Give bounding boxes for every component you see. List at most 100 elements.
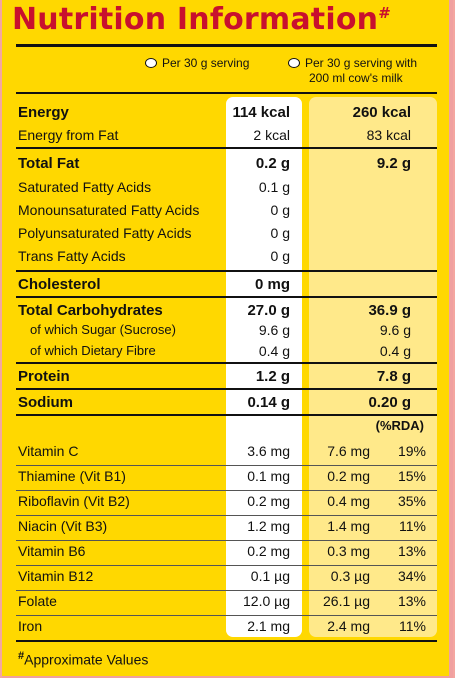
- vitamin-label: Niacin (Vit B3): [18, 518, 108, 534]
- nutrient-row-energy-from-fat: Energy from Fat 2 kcal 83 kcal: [2, 124, 451, 146]
- rda-percent: 35%: [397, 493, 426, 509]
- circle-icon: [288, 58, 300, 68]
- circle-icon: [145, 58, 157, 68]
- vitamin-label: Vitamin B12: [18, 568, 94, 584]
- vitamin-row-vitamin-c: Vitamin C 3.6 mg 7.6 mg 19%: [2, 440, 451, 462]
- nutrient-label: Saturated Fatty Acids: [18, 179, 152, 195]
- row-divider: [16, 540, 437, 541]
- row-divider: [16, 590, 437, 591]
- vitamin-label: Vitamin C: [18, 443, 79, 459]
- rda-header: (%RDA): [375, 418, 424, 433]
- serving-value: 1.2 g: [255, 368, 290, 385]
- row-divider: [16, 640, 437, 642]
- serving-with-milk-value: 7.6 mg: [327, 443, 370, 459]
- nutrient-row-saturated-fatty-acids: Saturated Fatty Acids 0.1 g: [2, 176, 451, 198]
- vitamin-label: Riboflavin (Vit B2): [18, 493, 130, 509]
- nutrient-row-total-fat: Total Fat 0.2 g 9.2 g: [2, 152, 451, 174]
- nutrient-label: Energy: [18, 104, 69, 121]
- nutrient-row-energy: Energy 114 kcal 260 kcal: [2, 101, 451, 123]
- row-divider: [16, 565, 437, 566]
- column-header-serving: Per 30 g serving: [145, 56, 249, 71]
- nutrient-label: Trans Fatty Acids: [18, 248, 126, 264]
- vitamin-label: Vitamin B6: [18, 543, 86, 559]
- nutrient-label: of which Dietary Fibre: [30, 343, 156, 358]
- serving-value: 0.2 mg: [247, 543, 290, 559]
- serving-value: 0 g: [270, 248, 290, 264]
- rda-percent: 11%: [399, 618, 426, 634]
- serving-value: 27.0 g: [247, 302, 290, 319]
- serving-value: 0.1 g: [258, 179, 290, 195]
- nutrient-row-monounsaturated-fatty-acids: Monounsaturated Fatty Acids 0 g: [2, 199, 451, 221]
- row-divider: [16, 147, 437, 149]
- page-title: Nutrition Information#: [12, 2, 391, 37]
- vitamin-row-vitamin-b6: Vitamin B6 0.2 mg 0.3 mg 13%: [2, 540, 451, 562]
- row-divider: [16, 615, 437, 616]
- nutrient-label: Monounsaturated Fatty Acids: [18, 202, 200, 218]
- vitamin-label: Thiamine (Vit B1): [18, 468, 126, 484]
- serving-with-milk-value: 26.1 µg: [323, 593, 370, 609]
- row-divider: [16, 270, 437, 272]
- vitamin-row-iron: Iron 2.1 mg 2.4 mg 11%: [2, 615, 451, 637]
- serving-value: 0.2 g: [255, 155, 290, 172]
- nutrient-label: Energy from Fat: [18, 127, 119, 143]
- serving-with-milk-value: 2.4 mg: [327, 618, 370, 634]
- rda-percent: 11%: [399, 518, 426, 534]
- vitamin-row-riboflavin-vit-b2: Riboflavin (Vit B2) 0.2 mg 0.4 mg 35%: [2, 490, 451, 512]
- serving-value: 0.1 µg: [250, 568, 290, 584]
- rda-percent: 13%: [397, 543, 426, 559]
- vitamin-row-folate: Folate 12.0 µg 26.1 µg 13%: [2, 590, 451, 612]
- footnote: #Approximate Values: [18, 650, 149, 668]
- column-header-serving-with-milk: Per 30 g serving with 200 ml cow's milk: [288, 56, 417, 86]
- vitamin-row-niacin-vit-b3: Niacin (Vit B3) 1.2 mg 1.4 mg 11%: [2, 515, 451, 537]
- serving-value: 2 kcal: [253, 127, 290, 143]
- rda-percent: 19%: [397, 443, 426, 459]
- row-divider: [16, 362, 437, 364]
- title-rule: [16, 44, 437, 47]
- serving-value: 0 mg: [254, 276, 290, 293]
- serving-with-milk-value: 83 kcal: [366, 127, 411, 143]
- serving-value: 12.0 µg: [243, 593, 290, 609]
- nutrient-row-of-which-sugar-sucrose: of which Sugar (Sucrose) 9.6 g 9.6 g: [2, 319, 451, 341]
- header-rule: [16, 92, 437, 94]
- nutrient-label: Sodium: [18, 394, 73, 411]
- serving-with-milk-value: 260 kcal: [352, 104, 411, 121]
- serving-value: 0.2 mg: [247, 493, 290, 509]
- serving-with-milk-value: 0.2 mg: [327, 468, 370, 484]
- nutrient-label: Total Fat: [18, 155, 80, 172]
- serving-with-milk-value: 0.20 g: [368, 394, 411, 411]
- row-divider: [16, 465, 437, 466]
- row-divider: [16, 414, 437, 416]
- serving-value: 0 g: [270, 225, 290, 241]
- nutrient-row-total-carbohydrates: Total Carbohydrates 27.0 g 36.9 g: [2, 299, 451, 321]
- serving-value: 0.1 mg: [247, 468, 290, 484]
- nutrient-label: Polyunsaturated Fatty Acids: [18, 225, 192, 241]
- serving-value: 0.14 g: [247, 394, 290, 411]
- nutrient-row-trans-fatty-acids: Trans Fatty Acids 0 g: [2, 245, 451, 267]
- serving-value: 0.4 g: [258, 343, 290, 359]
- serving-with-milk-value: 0.4 mg: [327, 493, 370, 509]
- nutrient-row-sodium: Sodium 0.14 g 0.20 g: [2, 391, 451, 413]
- nutrient-label: Protein: [18, 368, 70, 385]
- serving-with-milk-value: 1.4 mg: [327, 518, 370, 534]
- nutrient-row-polyunsaturated-fatty-acids: Polyunsaturated Fatty Acids 0 g: [2, 222, 451, 244]
- serving-with-milk-value: 0.4 g: [379, 343, 411, 359]
- nutrient-label: Total Carbohydrates: [18, 302, 163, 319]
- serving-value: 3.6 mg: [247, 443, 290, 459]
- nutrient-label: of which Sugar (Sucrose): [30, 322, 176, 337]
- serving-with-milk-value: 0.3 mg: [327, 543, 370, 559]
- serving-with-milk-value: 9.6 g: [379, 322, 411, 338]
- serving-value: 2.1 mg: [247, 618, 290, 634]
- rda-percent: 34%: [397, 568, 426, 584]
- nutrient-label: Cholesterol: [18, 276, 101, 293]
- row-divider: [16, 490, 437, 491]
- row-divider: [16, 296, 437, 298]
- rda-percent: 15%: [397, 468, 426, 484]
- serving-with-milk-value: 7.8 g: [376, 368, 411, 385]
- serving-column: [226, 97, 302, 637]
- nutrient-row-of-which-dietary-fibre: of which Dietary Fibre 0.4 g 0.4 g: [2, 340, 451, 362]
- serving-with-milk-value: 0.3 µg: [330, 568, 370, 584]
- serving-value: 114 kcal: [232, 104, 290, 121]
- serving-value: 0 g: [270, 202, 290, 218]
- vitamin-label: Iron: [18, 618, 43, 634]
